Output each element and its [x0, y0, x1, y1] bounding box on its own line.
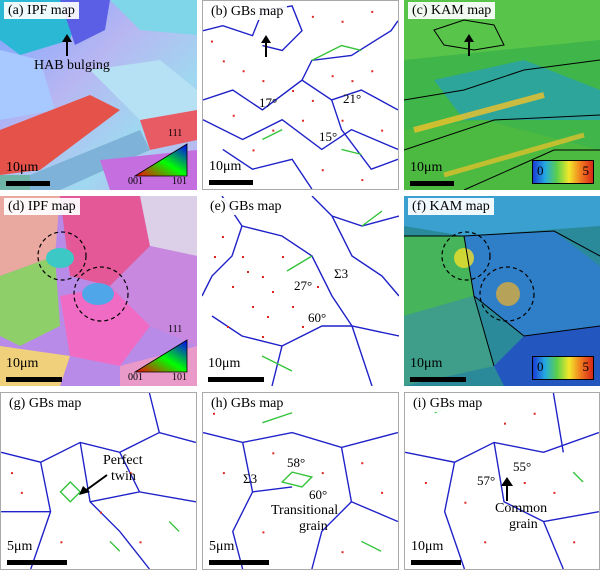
scale-bar-c: 10μm — [410, 160, 454, 186]
angle-55: 55° — [513, 459, 532, 474]
kam-legend-f: 0 5 — [532, 356, 594, 380]
panel-i-label: (i) GBs map — [409, 395, 487, 412]
panel-c-kam-map: (c) KAM map 0 5 10μm — [404, 0, 600, 190]
panel-c-label: (c) KAM map — [408, 2, 496, 19]
scale-bar-b: 10μm — [209, 159, 253, 185]
common-grain-line1: Common — [495, 501, 548, 516]
common-grain-line2: grain — [509, 517, 538, 532]
panel-a-ipf-map: (a) IPF map HAB bulging 111 001 101 10μm — [0, 0, 197, 190]
angle-27: 27° — [294, 278, 313, 293]
transitional-grain-line1: Transitional — [271, 503, 339, 518]
perfect-twin-line2: twin — [111, 469, 136, 484]
transitional-grain-line2: grain — [299, 519, 328, 534]
panel-d-ipf-map: (d) IPF map 111 001 101 10μm — [0, 196, 197, 386]
angle-58: 58° — [287, 455, 306, 470]
kam-legend-c: 0 5 — [532, 160, 594, 184]
panel-e-label: (e) GBs map — [206, 198, 286, 215]
panel-e-gbs-map: (e) GBs map 27° Σ3 60° 10μm — [202, 196, 399, 386]
scale-bar-e: 10μm — [208, 356, 264, 382]
arrow-icon — [62, 34, 72, 61]
panel-f-kam-map: (f) KAM map 0 5 10μm — [404, 196, 600, 386]
arrow-icon — [261, 35, 271, 62]
sigma3-label-h: Σ3 — [243, 471, 258, 486]
panel-i-gbs-map: (i) GBs map 55° 57° Common grain 10μm — [404, 392, 600, 570]
panel-h-gbs-map: (h) GBs map 58° Σ3 60° Transitional grai… — [202, 392, 399, 570]
angle-17: 17° — [259, 95, 278, 110]
perfect-twin-line1: Perfect — [103, 453, 143, 468]
scale-bar-g: 5μm — [7, 539, 67, 565]
panel-b-gbs-map: (b) GBs map 17° 21° 15° 10μm — [202, 0, 399, 190]
angle-21: 21° — [343, 91, 362, 106]
ipf-legend-triangle-d — [133, 339, 188, 373]
arrow-icon — [464, 34, 474, 61]
kam-map-c-image — [404, 0, 600, 190]
gbs-map-h-image — [203, 393, 398, 569]
scale-bar-a: 10μm — [6, 160, 50, 186]
legend-001-d: 001 — [128, 372, 143, 383]
arrow-icon — [79, 473, 109, 500]
panel-g-gbs-map: (g) GBs map Perfect twin 5μm — [0, 392, 197, 570]
panel-f-label: (f) KAM map — [408, 198, 494, 215]
gbs-map-i-image — [405, 393, 599, 569]
panel-h-label: (h) GBs map — [207, 395, 288, 412]
scale-bar-h: 5μm — [209, 539, 269, 565]
scale-bar-d: 10μm — [6, 356, 62, 382]
legend-111-d: 111 — [168, 324, 183, 335]
scale-bar-f: 10μm — [410, 356, 466, 382]
gbs-map-e-image — [202, 196, 399, 386]
legend-111-a: 111 — [168, 128, 183, 139]
angle-60-h: 60° — [309, 487, 328, 502]
angle-60-e: 60° — [308, 310, 327, 325]
ipf-map-d-image — [0, 196, 197, 386]
panel-g-label: (g) GBs map — [5, 395, 86, 412]
kam-map-f-image — [404, 196, 600, 386]
panel-a-label: (a) IPF map — [4, 2, 79, 19]
angle-57: 57° — [477, 473, 496, 488]
sigma3-label-e: Σ3 — [334, 266, 349, 281]
hab-bulging-annotation: HAB bulging — [34, 58, 110, 73]
panel-b-label: (b) GBs map — [207, 3, 288, 20]
legend-101-a: 101 — [172, 176, 187, 187]
angle-15: 15° — [319, 129, 338, 144]
scale-bar-i: 10μm — [411, 539, 461, 565]
legend-001-a: 001 — [128, 176, 143, 187]
panel-d-label: (d) IPF map — [4, 198, 80, 215]
arrow-icon — [501, 477, 513, 506]
ipf-legend-triangle-a — [133, 143, 188, 177]
legend-101-d: 101 — [172, 372, 187, 383]
